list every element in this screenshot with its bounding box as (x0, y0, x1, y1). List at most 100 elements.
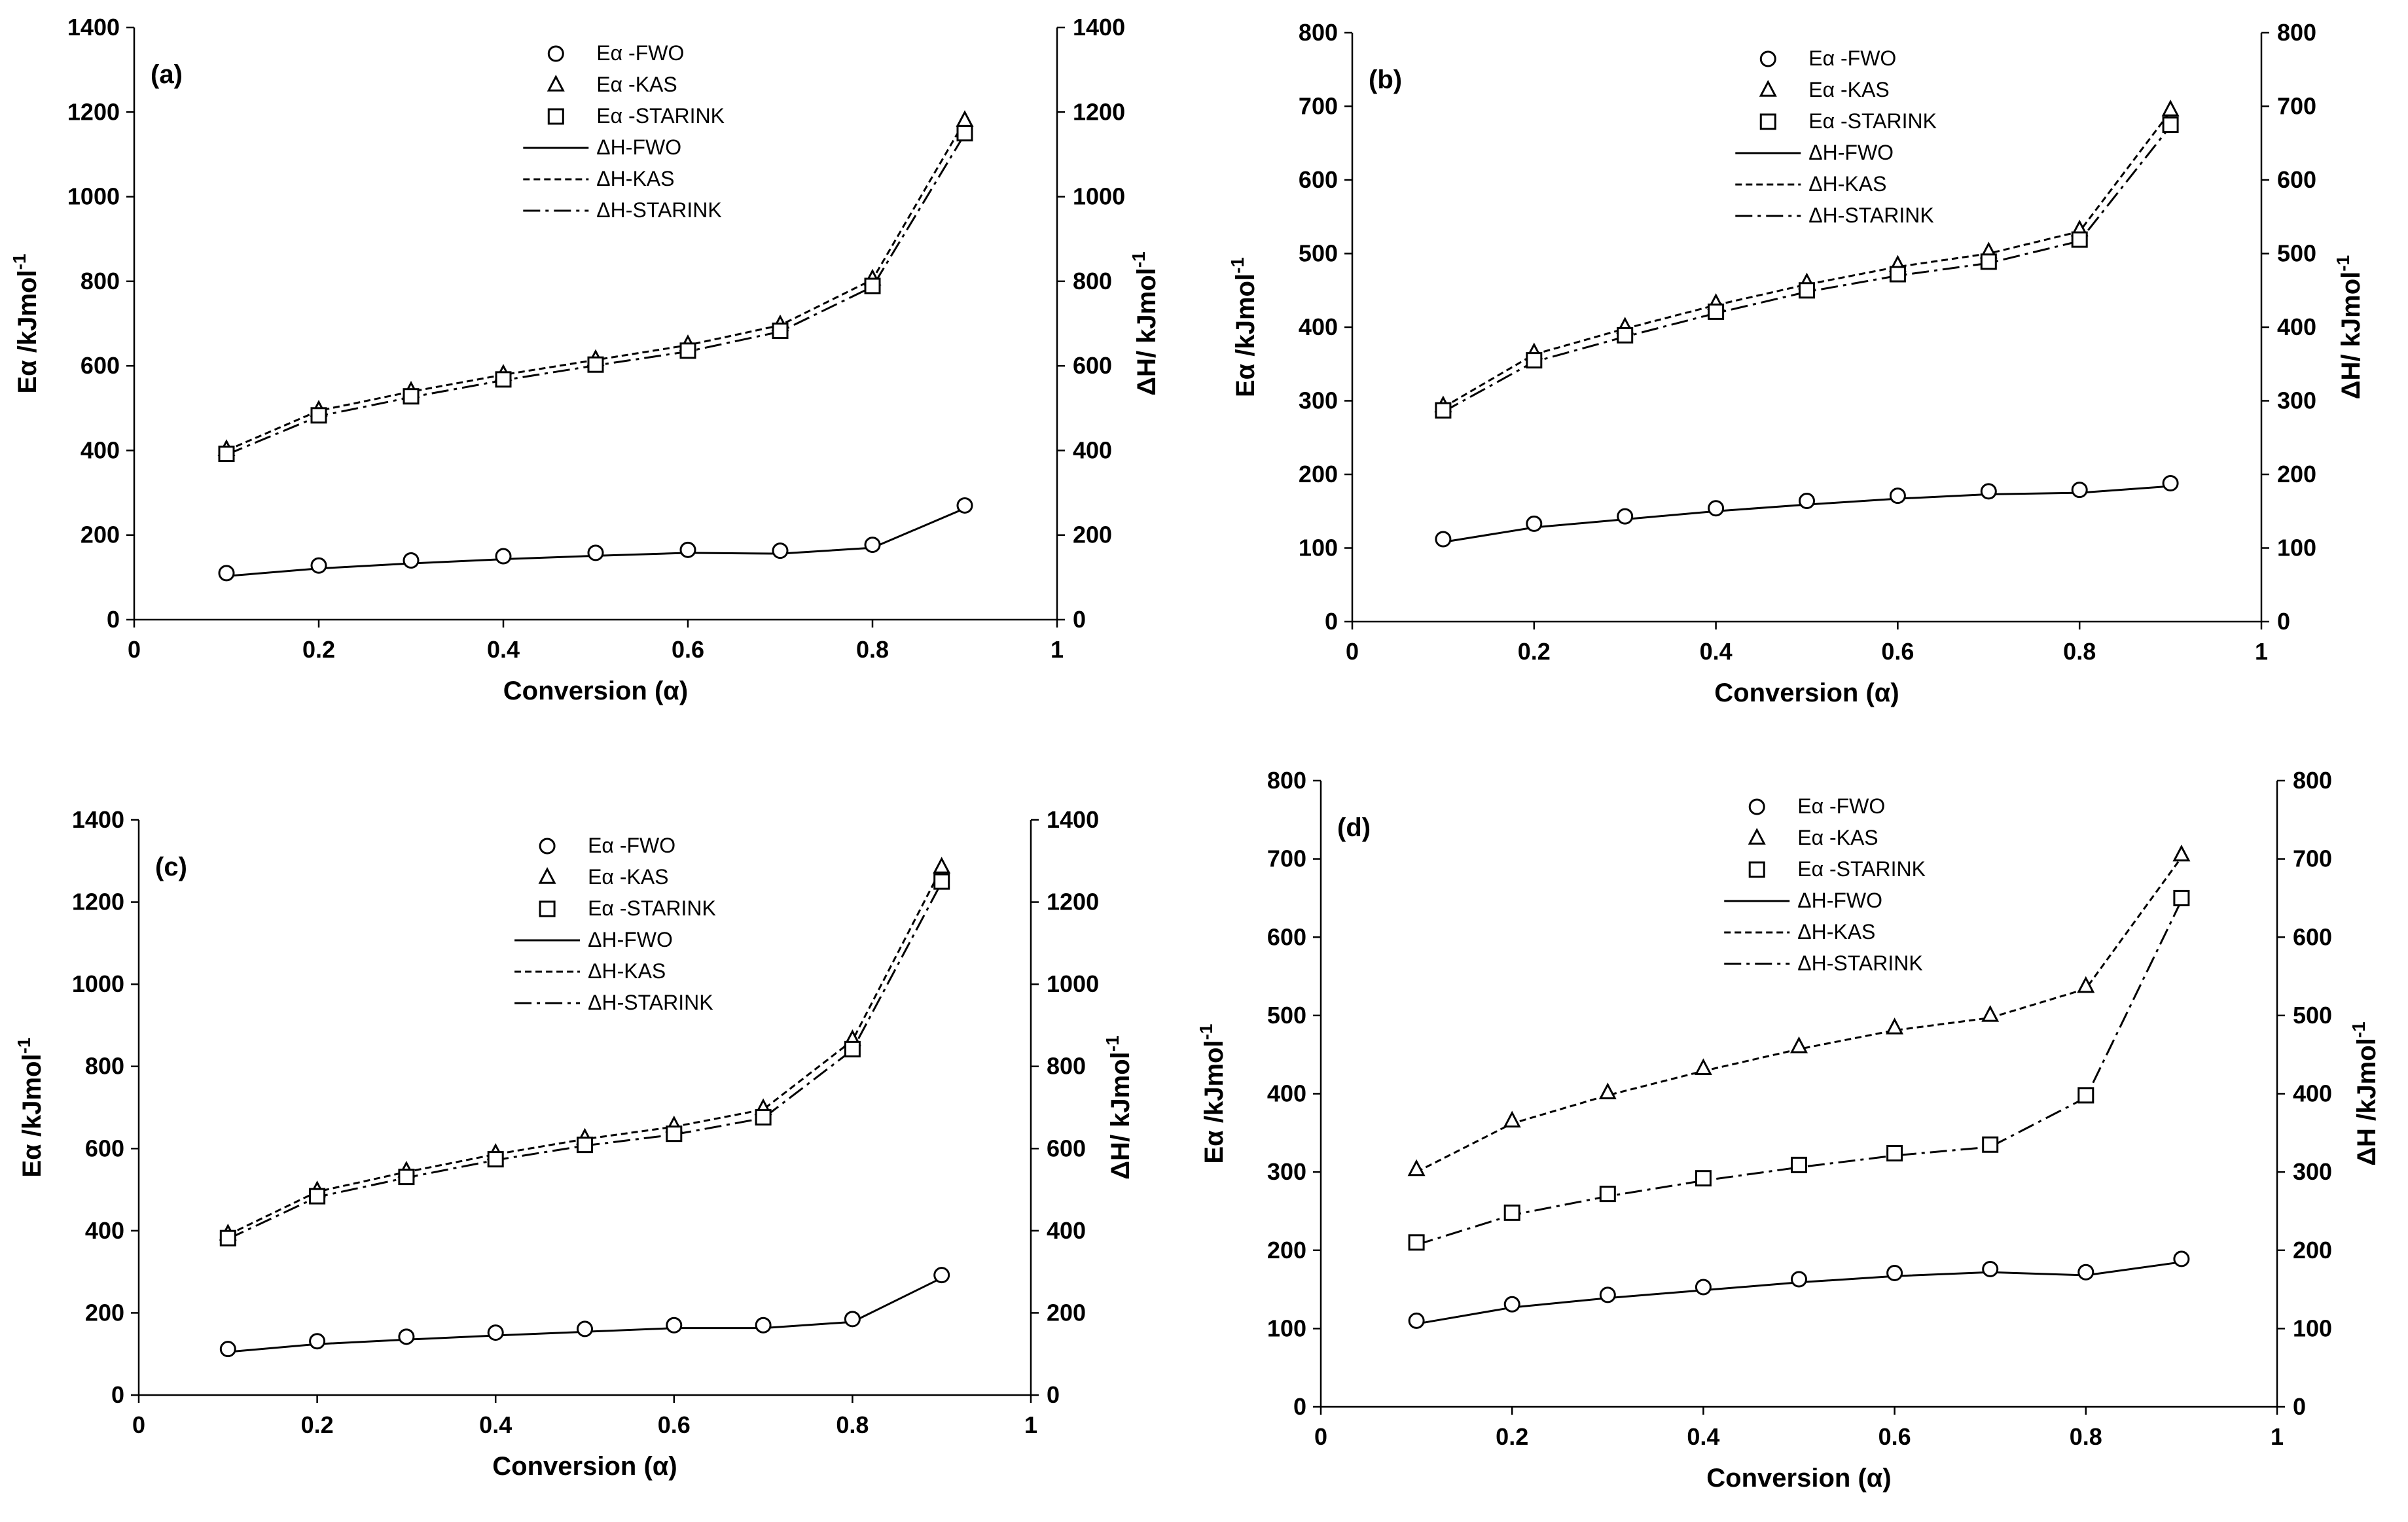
x-axis-label: Conversion (α) (503, 677, 688, 705)
legend-marker-circle (539, 838, 556, 855)
legend-marker-triangle (547, 75, 565, 92)
data-point-circle (218, 565, 235, 582)
left-y-tick-label: 1400 (72, 806, 124, 833)
left-y-tick-label: 300 (1299, 387, 1338, 414)
data-point-square (666, 1125, 683, 1142)
legend-entry-label: Eα -FWO (1797, 794, 1885, 818)
data-point-square (1791, 1156, 1807, 1173)
data-point-circle (1799, 493, 1815, 509)
right-y-axis-label-sup: -1 (2333, 255, 2353, 272)
panel-label: (c) (155, 853, 187, 881)
data-point-square (1526, 352, 1543, 369)
data-point-square (1408, 1234, 1425, 1251)
left-y-tick-label: 800 (1299, 19, 1338, 46)
left-y-axis-label-sup: -1 (9, 253, 29, 270)
data-point-circle (1599, 1286, 1616, 1303)
x-tick-label: 1 (2271, 1423, 2284, 1450)
data-point-circle (310, 557, 327, 574)
legend-entry-label: ΔH-KAS (596, 167, 674, 190)
right-y-tick-label: 0 (1047, 1381, 1060, 1408)
data-point-circle (2071, 482, 2088, 499)
left-y-tick-label: 200 (81, 522, 120, 548)
left-y-tick-label: 400 (81, 436, 120, 463)
data-point-square (933, 873, 950, 890)
data-point-square (1708, 303, 1725, 320)
legend-marker-circle (1759, 50, 1776, 67)
x-tick-label: 0 (1314, 1423, 1327, 1450)
data-point-circle (772, 542, 789, 559)
left-y-axis-label-text: Eα /kJmol (1200, 1040, 1229, 1163)
panel-label: (d) (1337, 813, 1371, 842)
data-point-circle (219, 1341, 236, 1358)
right-y-tick-label: 0 (2293, 1393, 2306, 1420)
series-line (1416, 900, 2183, 1246)
data-point-circle (755, 1317, 772, 1334)
x-tick-label: 0.6 (1881, 638, 1914, 665)
data-point-circle (1503, 1296, 1520, 1313)
data-point-square (487, 1151, 504, 1168)
right-y-axis-label: ΔH /kJmol-1 (2348, 1021, 2381, 1165)
legend-entry-label: ΔH-STARINK (1808, 204, 1933, 227)
data-point-square (2173, 889, 2190, 906)
left-y-axis-label-sup: -1 (1196, 1023, 1216, 1040)
data-point-triangle (1981, 1005, 2000, 1022)
right-y-tick-label: 600 (1047, 1135, 1086, 1161)
data-point-square (1695, 1170, 1712, 1187)
data-point-circle (666, 1317, 683, 1334)
x-tick-label: 1 (1051, 636, 1064, 663)
data-point-circle (1889, 487, 1906, 504)
data-point-square (755, 1109, 772, 1126)
right-y-axis-label-sup: -1 (1128, 251, 1149, 268)
legend-entry-label: Eα -KAS (1797, 826, 1878, 849)
right-y-tick-label: 300 (2293, 1158, 2332, 1185)
data-point-circle (2162, 475, 2179, 491)
data-point-square (2162, 116, 2179, 133)
left-y-axis-label-text: Eα /kJmol (18, 1053, 46, 1177)
legend-entry-label: ΔH-STARINK (1797, 951, 1922, 975)
data-point-square (2077, 1087, 2094, 1104)
legend-marker-triangle (1748, 828, 1766, 845)
legend-marker-triangle (1759, 80, 1777, 97)
legend-entry-label: Eα -STARINK (596, 104, 725, 128)
left-y-axis-label-sup: -1 (14, 1037, 34, 1053)
data-point-circle (864, 537, 881, 554)
x-tick-label: 0 (132, 1411, 145, 1438)
x-tick-label: 0 (1346, 638, 1359, 665)
right-y-axis-label-text: ΔH/ kJmol (2337, 272, 2365, 399)
x-tick-label: 0.6 (658, 1411, 691, 1438)
data-point-square (1886, 1144, 1903, 1161)
data-point-square (403, 388, 420, 405)
right-y-tick-label: 800 (1073, 268, 1112, 294)
legend-marker-square (539, 900, 556, 917)
data-point-circle (1435, 531, 1452, 548)
left-y-tick-label: 1400 (67, 14, 120, 41)
legend-marker-square (547, 108, 564, 125)
left-y-tick-label: 800 (1267, 767, 1306, 794)
data-point-circle (679, 541, 696, 558)
left-y-tick-label: 200 (85, 1299, 124, 1326)
legend-entry-label: Eα -STARINK (588, 896, 716, 920)
left-y-tick-label: 1000 (72, 970, 124, 997)
data-point-circle (487, 1324, 504, 1341)
series-line (1443, 111, 2172, 408)
left-y-axis-label: Eα /kJmol-1 (9, 253, 42, 393)
data-point-circle (1695, 1279, 1712, 1296)
left-y-tick-label: 600 (81, 352, 120, 379)
data-point-circle (844, 1311, 861, 1328)
x-tick-label: 1 (2255, 638, 2268, 665)
right-y-axis-label: ΔH/ kJmol-1 (1102, 1035, 1135, 1179)
left-y-tick-label: 0 (107, 606, 120, 633)
data-point-triangle (933, 857, 951, 874)
data-point-square (772, 322, 789, 339)
x-tick-label: 0.4 (487, 636, 520, 663)
x-tick-label: 0.8 (836, 1411, 869, 1438)
data-point-triangle (2161, 99, 2180, 116)
data-point-circle (1980, 483, 1997, 500)
x-tick-label: 0.2 (301, 1411, 334, 1438)
left-y-tick-label: 800 (81, 268, 120, 294)
data-point-square (2071, 231, 2088, 248)
